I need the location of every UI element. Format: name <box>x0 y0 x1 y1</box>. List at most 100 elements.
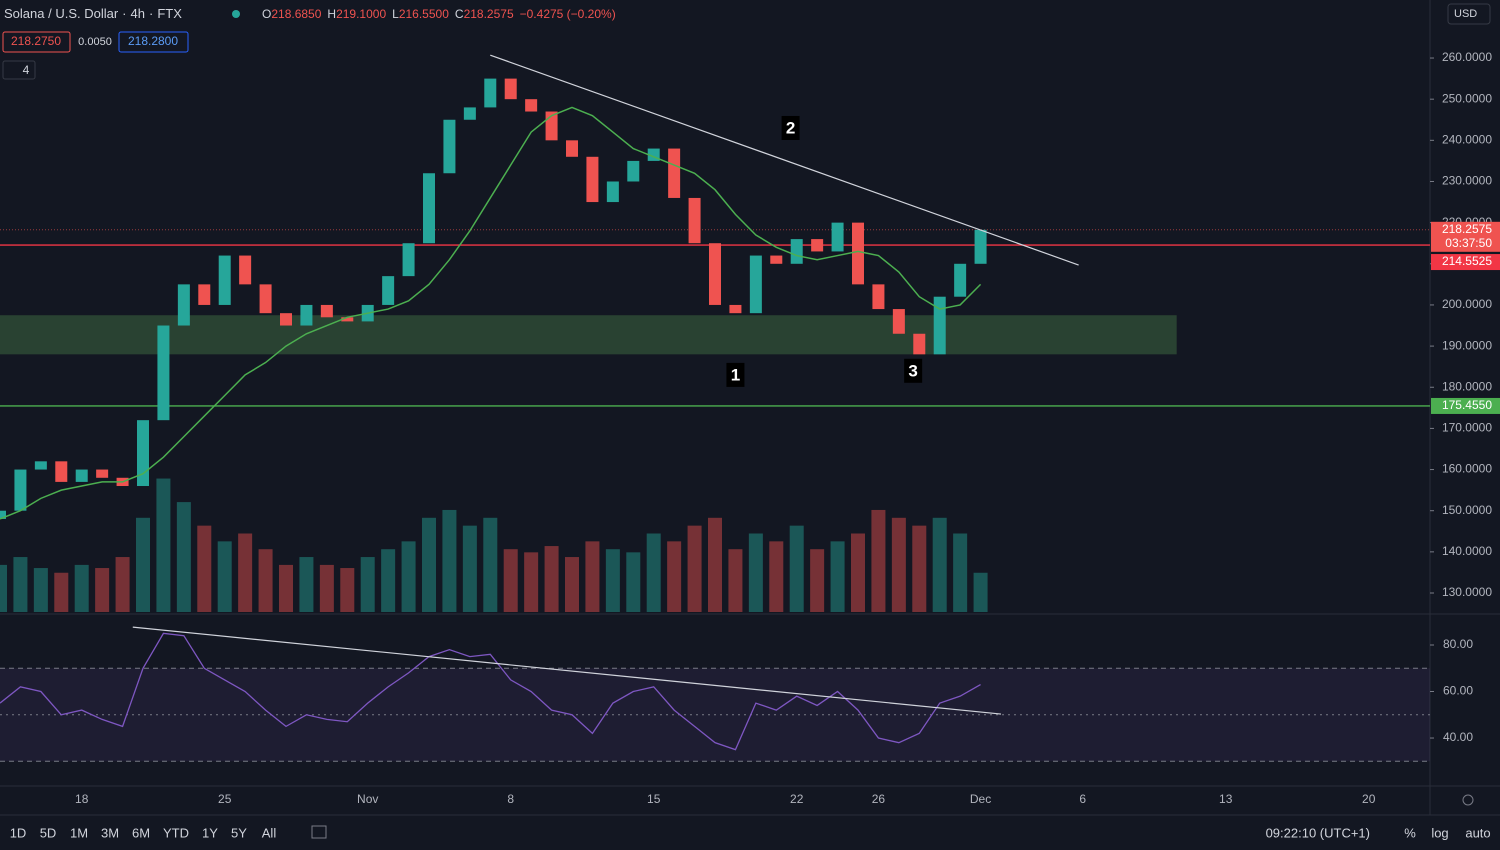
candle-body <box>259 284 272 314</box>
ohlc-key: H <box>327 7 336 21</box>
y-tick-label: 250.0000 <box>1442 91 1492 105</box>
x-tick-label: 20 <box>1362 792 1376 806</box>
volume-bar <box>646 533 661 612</box>
y-tick-label: 260.0000 <box>1442 50 1492 64</box>
x-tick-label: 15 <box>647 792 661 806</box>
scale-button[interactable]: % <box>1404 825 1416 840</box>
volume-bar <box>197 525 212 612</box>
candle-body <box>627 160 640 182</box>
volume-bar <box>299 557 314 612</box>
indicators-count: 4 <box>23 63 30 77</box>
support-zone <box>0 315 1177 355</box>
ask: 218.2800 <box>128 34 178 48</box>
candle-body <box>586 156 599 203</box>
candle-body <box>402 243 415 277</box>
volume-bar <box>789 525 804 612</box>
volume-bar <box>0 564 7 612</box>
volume-bar <box>115 557 130 612</box>
candle-body <box>525 99 538 112</box>
bid: 218.2750 <box>11 34 61 48</box>
countdown: 03:37:50 <box>1445 236 1492 250</box>
candle-body <box>382 276 395 305</box>
separator: · <box>149 6 153 21</box>
y-tick-label: 130.0000 <box>1442 585 1492 599</box>
volume-bar <box>851 533 865 612</box>
market-status <box>232 10 240 18</box>
volume-bar <box>728 549 743 612</box>
candle-body <box>892 309 905 334</box>
y-tick-label: 160.0000 <box>1442 462 1492 476</box>
candle-body <box>280 313 292 326</box>
ohlc-key: C <box>455 7 464 21</box>
timeframe-button[interactable]: 5Y <box>231 825 247 840</box>
timeframe-button[interactable]: YTD <box>163 825 189 840</box>
rsi-tick-label: 60.00 <box>1443 684 1473 698</box>
bid-box[interactable] <box>2 31 71 53</box>
volume-bar <box>156 478 171 612</box>
rsi-tick-label: 80.00 <box>1443 637 1473 651</box>
volume-bar <box>279 564 293 612</box>
candle-body <box>423 173 435 244</box>
last-price-label: 218.2575 <box>1442 222 1492 236</box>
currency: USD <box>1454 8 1477 20</box>
volume-bar <box>340 568 355 612</box>
timeframe-button[interactable]: 1D <box>10 825 27 840</box>
ohlc-value: 216.5500 <box>399 7 449 21</box>
timeframe-button[interactable]: 1Y <box>202 825 218 840</box>
candle-body <box>790 239 803 264</box>
y-tick-label: 240.0000 <box>1442 133 1492 147</box>
change: −0.4275 (−0.20%) <box>520 7 616 21</box>
candle-body <box>14 469 27 511</box>
volume-bar <box>626 552 641 612</box>
date-range-icon[interactable] <box>311 825 327 839</box>
candle-body <box>606 181 619 203</box>
trendline <box>490 54 1079 266</box>
x-tick-label: Dec <box>970 792 991 806</box>
timeframe-button[interactable]: 5D <box>40 825 57 840</box>
candle-body <box>239 255 252 285</box>
y-tick-label: 200.0000 <box>1442 297 1492 311</box>
y-tick-label: 170.0000 <box>1442 421 1492 435</box>
ask-box[interactable] <box>118 31 189 53</box>
rsi-tick-label: 40.00 <box>1443 730 1473 744</box>
candle-body <box>504 78 517 100</box>
symbol: Solana / U.S. Dollar <box>4 6 119 21</box>
candle-body <box>300 304 313 326</box>
scale-button[interactable]: auto <box>1465 825 1490 840</box>
volume-bar <box>891 517 906 612</box>
x-tick-label: 22 <box>790 792 804 806</box>
volume-bar <box>462 525 477 612</box>
ohlc-value: 218.6850 <box>271 7 321 21</box>
volume-bar <box>13 557 28 612</box>
volume-bar <box>830 541 845 612</box>
volume-bar <box>748 533 763 612</box>
timeframe-button[interactable]: 1M <box>70 825 88 840</box>
settings-icon[interactable] <box>1462 794 1474 806</box>
annotation-label: 1 <box>731 365 740 384</box>
currency-button[interactable] <box>1447 3 1491 25</box>
y-tick-label: 140.0000 <box>1442 544 1492 558</box>
candle-body <box>137 420 149 487</box>
candle-body <box>668 148 681 198</box>
volume-bar <box>667 541 682 612</box>
timeframe-button[interactable]: All <box>262 825 277 840</box>
candle-body <box>872 284 885 310</box>
indicators-toggle[interactable] <box>2 60 36 80</box>
candle-body <box>974 229 987 264</box>
clock[interactable]: 09:22:10 (UTC+1) <box>1266 825 1370 840</box>
separator: · <box>122 6 126 21</box>
level-tag <box>1431 254 1500 271</box>
candle-body <box>34 461 47 470</box>
timeframe-button[interactable]: 3M <box>101 825 119 840</box>
candle-body <box>443 119 456 174</box>
volume-bar <box>401 541 416 612</box>
level-tag-label: 214.5525 <box>1442 254 1492 268</box>
volume-bar <box>258 549 273 612</box>
ohlc-key: L <box>392 7 399 21</box>
candle-body <box>933 296 946 355</box>
scale-button[interactable]: log <box>1431 825 1448 840</box>
ohlc-value: 218.2575 <box>464 7 514 21</box>
volume-bar <box>871 509 886 612</box>
timeframe-button[interactable]: 6M <box>132 825 150 840</box>
